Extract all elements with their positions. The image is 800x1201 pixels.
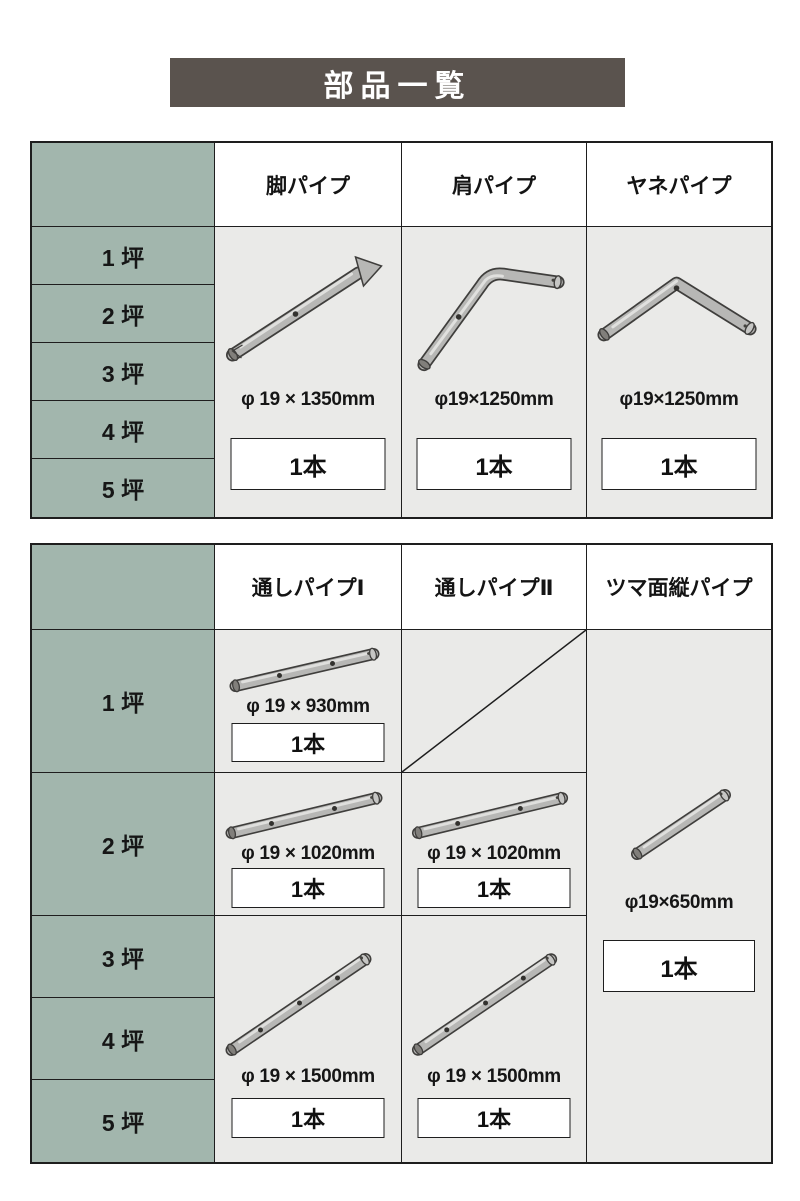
col-header-leg-pipe: 脚パイプ (215, 143, 402, 227)
row-label-4tsubo: 4 坪 (32, 998, 215, 1080)
spec-label: φ19×1250mm (434, 389, 554, 410)
cell-shoulder-pipe: φ19×1250mm 1本 (402, 227, 587, 517)
spec-label: φ 19 × 1020mm (241, 843, 375, 864)
roof-pipe-icon (587, 235, 771, 385)
qty-box: 1本 (231, 1098, 385, 1138)
qty-box: 1本 (603, 940, 755, 992)
row-label-1tsubo: 1 坪 (32, 630, 215, 773)
diagonal-slash-icon (402, 630, 586, 772)
spec-label: φ 19 × 1350mm (241, 389, 375, 410)
leg-pipe-icon (215, 235, 401, 385)
qty-box: 1本 (231, 723, 385, 762)
cell-roof-pipe: φ19×1250mm 1本 (587, 227, 771, 517)
row-label-5tsubo: 5 坪 (32, 459, 215, 517)
qty-box: 1本 (601, 438, 757, 490)
spec-label: φ 19 × 1020mm (427, 843, 561, 864)
col-header-through-pipe-1: 通しパイプⅠ (215, 545, 402, 630)
cell-through1-1tsubo: φ 19 × 930mm 1本 (215, 630, 402, 773)
short-pipe-icon (587, 780, 771, 870)
shoulder-pipe-icon (402, 235, 586, 385)
row-label-5tsubo: 5 坪 (32, 1080, 215, 1162)
row-label-2tsubo: 2 坪 (32, 773, 215, 916)
col-header-roof-pipe: ヤネパイプ (587, 143, 771, 227)
corner-cell (32, 545, 215, 630)
page-title: 部品一覧 (323, 69, 472, 103)
spec-label: φ 19 × 1500mm (427, 1066, 561, 1087)
spec-label: φ 19 × 1500mm (241, 1066, 375, 1087)
qty-box: 1本 (230, 438, 386, 490)
qty-box: 1本 (231, 868, 385, 908)
col-header-gable-pipe: ツマ面縦パイプ (587, 545, 771, 630)
through-pipe-icon (402, 785, 586, 843)
cell-through2-1tsubo-empty (402, 630, 587, 773)
cell-through1-2tsubo: φ 19 × 1020mm 1本 (215, 773, 402, 916)
qty-box: 1本 (416, 438, 572, 490)
row-label-1tsubo: 1 坪 (32, 227, 215, 285)
col-header-through-pipe-2: 通しパイプⅡ (402, 545, 587, 630)
through-pipe-icon (215, 642, 401, 698)
qty-box: 1本 (417, 1098, 571, 1138)
cell-through1-345tsubo: φ 19 × 1500mm 1本 (215, 916, 402, 1162)
row-label-4tsubo: 4 坪 (32, 401, 215, 459)
through-pipe-icon (215, 785, 401, 843)
cell-through2-345tsubo: φ 19 × 1500mm 1本 (402, 916, 587, 1162)
spec-label: φ19×1250mm (619, 389, 739, 410)
cell-leg-pipe: φ 19 × 1350mm 1本 (215, 227, 402, 517)
corner-cell (32, 143, 215, 227)
through-pipe-icon (215, 946, 401, 1064)
parts-table-through-pipes: 通しパイプⅠ 通しパイプⅡ ツマ面縦パイプ 1 坪 2 坪 3 坪 4 坪 5 … (30, 543, 773, 1164)
spec-label: φ 19 × 930mm (246, 696, 370, 717)
qty-box: 1本 (417, 868, 571, 908)
col-header-shoulder-pipe: 肩パイプ (402, 143, 587, 227)
row-label-3tsubo: 3 坪 (32, 343, 215, 401)
row-label-2tsubo: 2 坪 (32, 285, 215, 343)
cell-gable-pipe: φ19×650mm 1本 (587, 630, 771, 1162)
through-pipe-icon (402, 946, 586, 1064)
cell-through2-2tsubo: φ 19 × 1020mm 1本 (402, 773, 587, 916)
parts-table-main-pipes: 脚パイプ 肩パイプ ヤネパイプ 1 坪 2 坪 3 坪 4 坪 5 坪 φ 19… (30, 141, 773, 519)
row-label-3tsubo: 3 坪 (32, 916, 215, 998)
spec-label: φ19×650mm (624, 892, 734, 913)
page-title-banner: 部品一覧 (170, 58, 625, 107)
